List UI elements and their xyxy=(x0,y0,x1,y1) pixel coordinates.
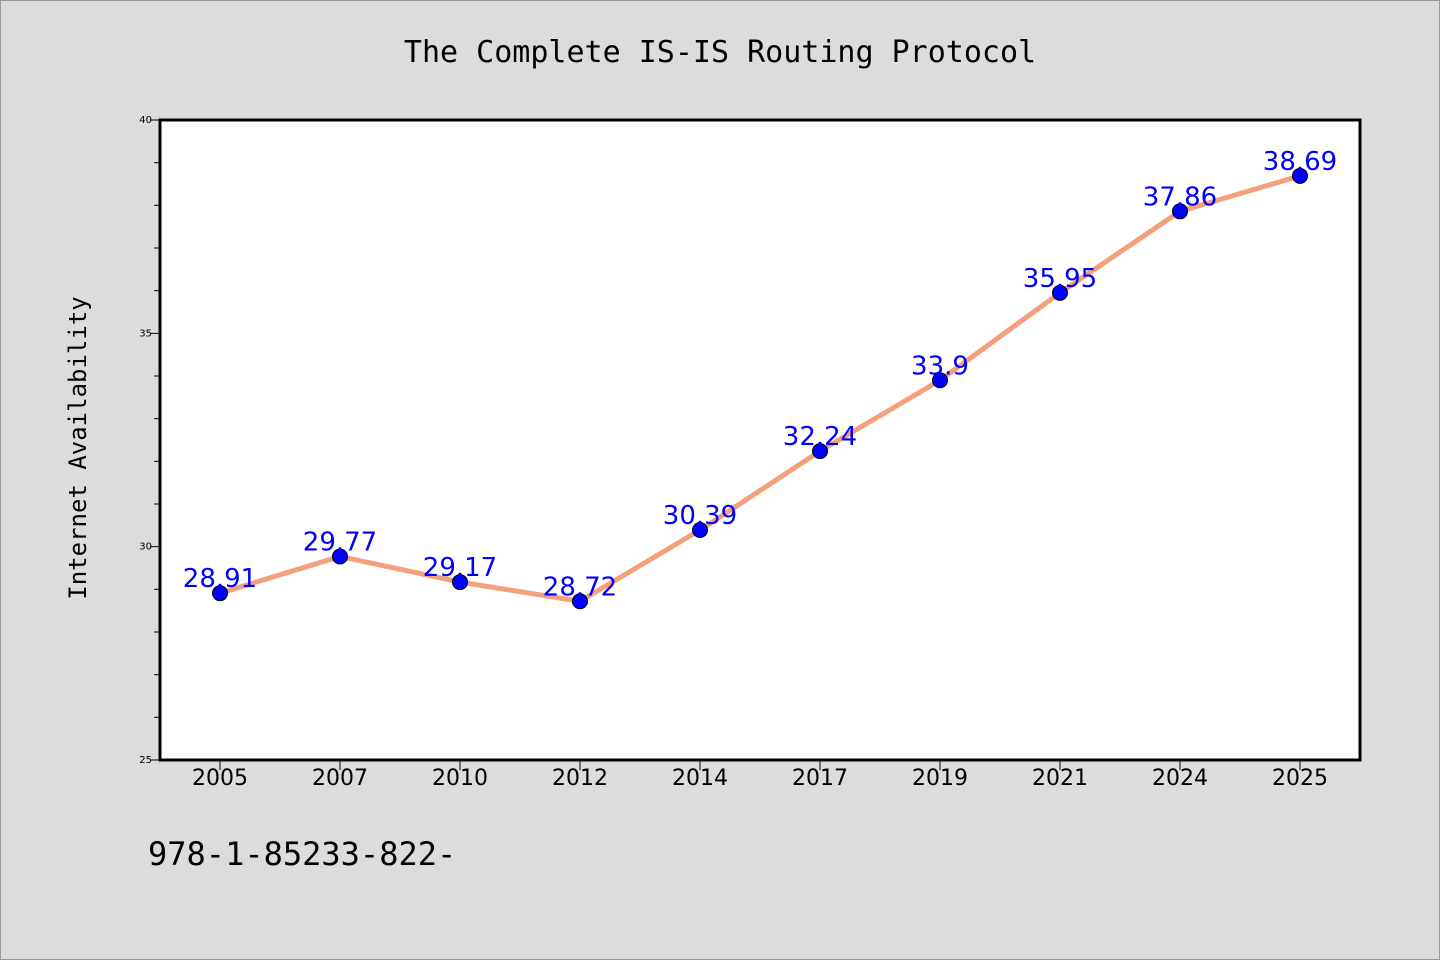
data-label: 29.77 xyxy=(303,527,377,557)
data-point xyxy=(212,585,228,602)
data-point xyxy=(1172,203,1188,220)
data-label: 32.24 xyxy=(783,422,857,452)
data-point xyxy=(1052,284,1068,301)
y-axis: 25 30 35 40 xyxy=(139,115,160,766)
y-tick-label: 30 xyxy=(139,542,152,553)
x-tick-label: 2021 xyxy=(1032,766,1088,791)
x-tick-label: 2024 xyxy=(1152,766,1208,791)
data-label: 28.72 xyxy=(543,572,617,602)
data-point xyxy=(332,548,348,565)
chart-title: The Complete IS-IS Routing Protocol xyxy=(404,35,1036,70)
data-point xyxy=(812,443,828,460)
data-label: 30.39 xyxy=(663,501,737,531)
x-tick-label: 2007 xyxy=(312,766,368,791)
y-tick-label: 35 xyxy=(139,328,152,339)
y-tick-label: 40 xyxy=(139,115,152,126)
data-label: 37.86 xyxy=(1143,182,1217,212)
x-tick-label: 2012 xyxy=(552,766,608,791)
data-point xyxy=(692,522,708,539)
data-point xyxy=(1292,167,1308,184)
x-tick-label: 2014 xyxy=(672,766,728,791)
x-tick-label: 2005 xyxy=(192,766,248,791)
data-label: 38.69 xyxy=(1263,147,1337,177)
data-label: 28.91 xyxy=(183,564,257,594)
x-tick-label: 2010 xyxy=(432,766,488,791)
isbn-footer: 978-1-85233-822- xyxy=(148,835,456,873)
data-point xyxy=(452,574,468,591)
data-label: 35.95 xyxy=(1023,264,1097,294)
x-axis: 2005 2007 2010 2012 2014 2017 2019 2021 2024 2025 xyxy=(192,760,1328,791)
series-layer: 28.91 29.77 29.17 28.72 30.39 32.24 33.9 35.95 3… xyxy=(183,147,1337,610)
data-label: 29.17 xyxy=(423,553,497,583)
data-point xyxy=(932,372,948,389)
series-line xyxy=(217,173,1303,604)
x-tick-label: 2025 xyxy=(1272,766,1328,791)
x-tick-label: 2017 xyxy=(792,766,848,791)
data-point xyxy=(572,593,588,610)
y-tick-label: 25 xyxy=(139,755,152,766)
y-axis-label: Internet Availability xyxy=(64,296,92,599)
data-label: 33.9 xyxy=(911,351,969,381)
x-tick-label: 2019 xyxy=(912,766,968,791)
